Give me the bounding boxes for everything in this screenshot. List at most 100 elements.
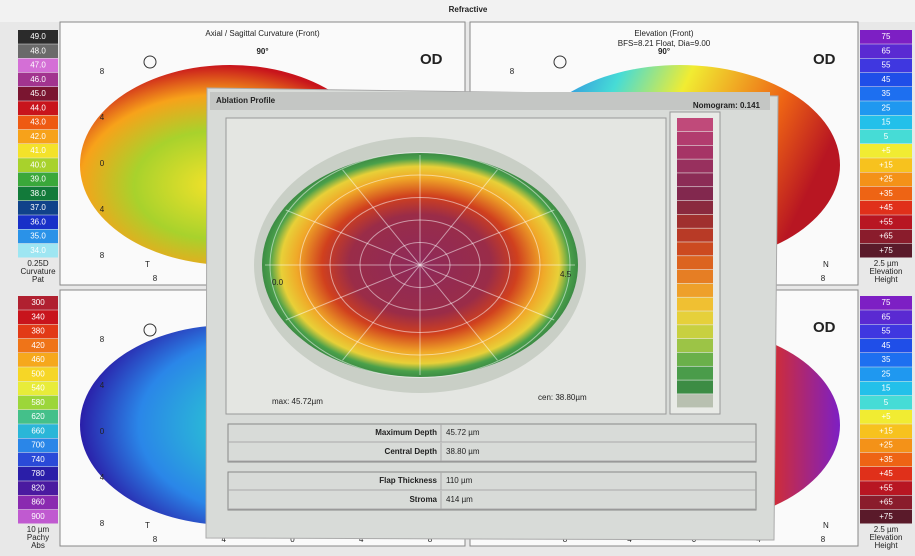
eye-label: OD bbox=[813, 319, 836, 336]
scale-label: 75 bbox=[882, 32, 891, 41]
scale-cell bbox=[18, 201, 58, 215]
scale-cell bbox=[677, 228, 713, 242]
scale-cell bbox=[677, 380, 713, 394]
scale-label: 39.0 bbox=[30, 175, 46, 184]
shift-icon bbox=[143, 323, 157, 337]
scale-cell bbox=[860, 467, 912, 481]
scale-cell bbox=[860, 243, 912, 258]
axis-tick: 4 bbox=[100, 381, 105, 390]
scale-footer: Pachy bbox=[27, 533, 49, 542]
scale-cell bbox=[677, 297, 713, 311]
scale-label: +5 bbox=[881, 146, 891, 155]
shift-icon bbox=[553, 55, 567, 69]
map-label: 0.0 bbox=[272, 278, 284, 287]
scale-label: 340 bbox=[31, 312, 45, 321]
scale-label: 55 bbox=[882, 61, 891, 70]
scale-cell bbox=[18, 481, 58, 495]
scale-cell bbox=[860, 495, 912, 510]
shift-icon bbox=[143, 55, 157, 69]
scale-cell bbox=[860, 410, 912, 424]
scale-cell bbox=[860, 158, 912, 172]
scale-cell bbox=[860, 72, 912, 87]
scale-cell bbox=[18, 144, 58, 158]
axis-tick: 8 bbox=[100, 519, 105, 528]
axis-tick: 4 bbox=[359, 535, 364, 544]
scale-label: 41.0 bbox=[30, 146, 46, 155]
scale-cell bbox=[860, 367, 912, 381]
scale-cell bbox=[677, 131, 713, 146]
scale-cell bbox=[18, 509, 58, 524]
scale-label: +55 bbox=[879, 217, 893, 226]
scale-cell bbox=[860, 452, 912, 467]
scale-cell bbox=[860, 424, 912, 438]
scale-cell bbox=[677, 325, 713, 339]
scale-cell bbox=[677, 187, 713, 201]
scale-label: 45.0 bbox=[30, 89, 46, 98]
scale-label: 420 bbox=[31, 341, 45, 350]
scale-cell bbox=[860, 215, 912, 229]
scale-cell bbox=[18, 324, 58, 339]
scale-label: 75 bbox=[882, 298, 891, 307]
scale-label: 37.0 bbox=[30, 203, 46, 212]
axis-tick: 8 bbox=[100, 335, 105, 344]
axis-tick: 8 bbox=[428, 535, 433, 544]
scale-cell bbox=[18, 438, 58, 453]
scale-label: 500 bbox=[31, 369, 45, 378]
scale-cell bbox=[860, 172, 912, 187]
row-value: 414 µm bbox=[446, 495, 473, 504]
axis-tick: 0 bbox=[290, 535, 295, 544]
scale-cell bbox=[677, 269, 713, 284]
scale-cell bbox=[860, 144, 912, 158]
scale-label: 860 bbox=[31, 498, 45, 507]
panel-subtitle: BFS=8.21 Float, Dia=9.00 bbox=[618, 39, 711, 48]
scale-label: 35 bbox=[882, 355, 891, 364]
orientation-label: N bbox=[823, 521, 829, 530]
polar-spoke bbox=[285, 209, 555, 321]
axis-tick: 4 bbox=[100, 113, 105, 122]
scale-label: +35 bbox=[879, 189, 893, 198]
scale-label: +55 bbox=[879, 483, 893, 492]
scale-label: 65 bbox=[882, 312, 891, 321]
scale-label: +5 bbox=[881, 412, 891, 421]
scale-label: 740 bbox=[31, 455, 45, 464]
scale-cell bbox=[677, 145, 713, 159]
scale-label: 45 bbox=[882, 341, 891, 350]
scale-footer: 0.25D bbox=[27, 259, 49, 268]
scale-cell bbox=[677, 159, 713, 173]
scale-label: 48.0 bbox=[30, 46, 46, 55]
scale-cell bbox=[18, 129, 58, 144]
scale-cell bbox=[18, 310, 58, 324]
scale-label: 300 bbox=[31, 298, 45, 307]
scale-label: +45 bbox=[879, 469, 893, 478]
cen-label: cen: 38.80µm bbox=[538, 393, 587, 402]
scale-cell bbox=[860, 509, 912, 524]
header-title: Refractive bbox=[449, 5, 488, 14]
scale-cell bbox=[860, 115, 912, 130]
axis-tick: 8 bbox=[153, 535, 158, 544]
scale-cell bbox=[18, 44, 58, 58]
scale-cell bbox=[18, 424, 58, 438]
scale-footer: Curvature bbox=[20, 267, 56, 276]
scale-cell bbox=[677, 242, 713, 256]
eye-label: OD bbox=[420, 51, 443, 68]
scale-cell bbox=[860, 201, 912, 215]
scale-label: 15 bbox=[882, 384, 891, 393]
scale-footer: Height bbox=[874, 541, 898, 550]
scale-footer: Height bbox=[874, 275, 898, 284]
panel-title: Elevation (Front) bbox=[634, 29, 693, 38]
scale-cell bbox=[677, 214, 713, 228]
scale-label: 700 bbox=[31, 441, 45, 450]
scale-footer: 2.5 µm bbox=[874, 259, 899, 268]
scale-label: 540 bbox=[31, 384, 45, 393]
scale-label: 620 bbox=[31, 412, 45, 421]
polar-grid bbox=[265, 152, 575, 378]
scale-cell bbox=[18, 467, 58, 481]
scale-cell bbox=[677, 173, 713, 187]
scale-label: +65 bbox=[879, 232, 893, 241]
scale-cell bbox=[677, 256, 713, 270]
scale-label: 25 bbox=[882, 103, 891, 112]
max-label: max: 45.72µm bbox=[272, 397, 323, 406]
scale-cell bbox=[18, 229, 58, 244]
scale-cell bbox=[860, 87, 912, 101]
scale-cell bbox=[18, 338, 58, 353]
